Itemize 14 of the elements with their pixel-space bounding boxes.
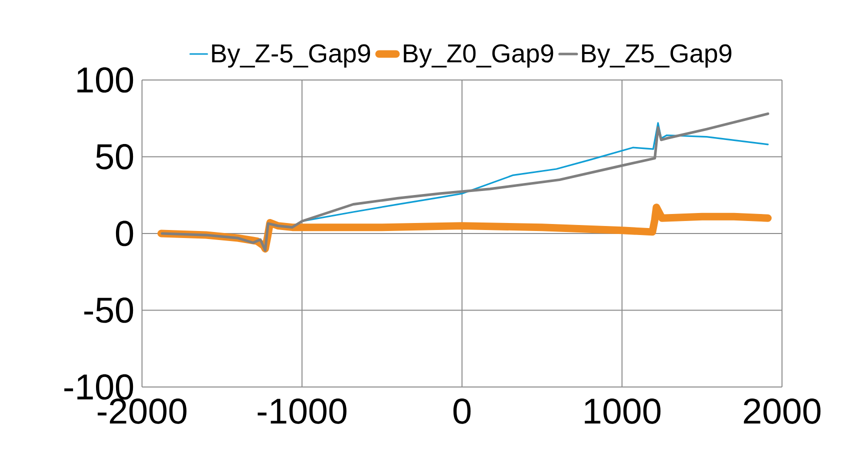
line-series [160, 112, 770, 252]
x-tick-label: 2000 [744, 398, 820, 424]
legend-label: By_Z0_Gap9 [404, 44, 554, 68]
x-tick-label: 0 [453, 398, 471, 424]
legend-label: By_Z5_Gap9 [582, 44, 732, 68]
y-tick-label: 50 [96, 144, 134, 170]
y-tick-label: -100 [64, 374, 134, 400]
y-tick-label: -50 [84, 298, 134, 323]
y-tick-label: 100 [77, 67, 134, 93]
x-tick-label: -1000 [258, 398, 346, 424]
x-tick-label: -2000 [98, 398, 186, 424]
legend-label: By_Z-5_Gap9 [212, 44, 370, 68]
y-tick-label: 0 [116, 220, 134, 246]
x-tick-label: 1000 [584, 398, 660, 424]
